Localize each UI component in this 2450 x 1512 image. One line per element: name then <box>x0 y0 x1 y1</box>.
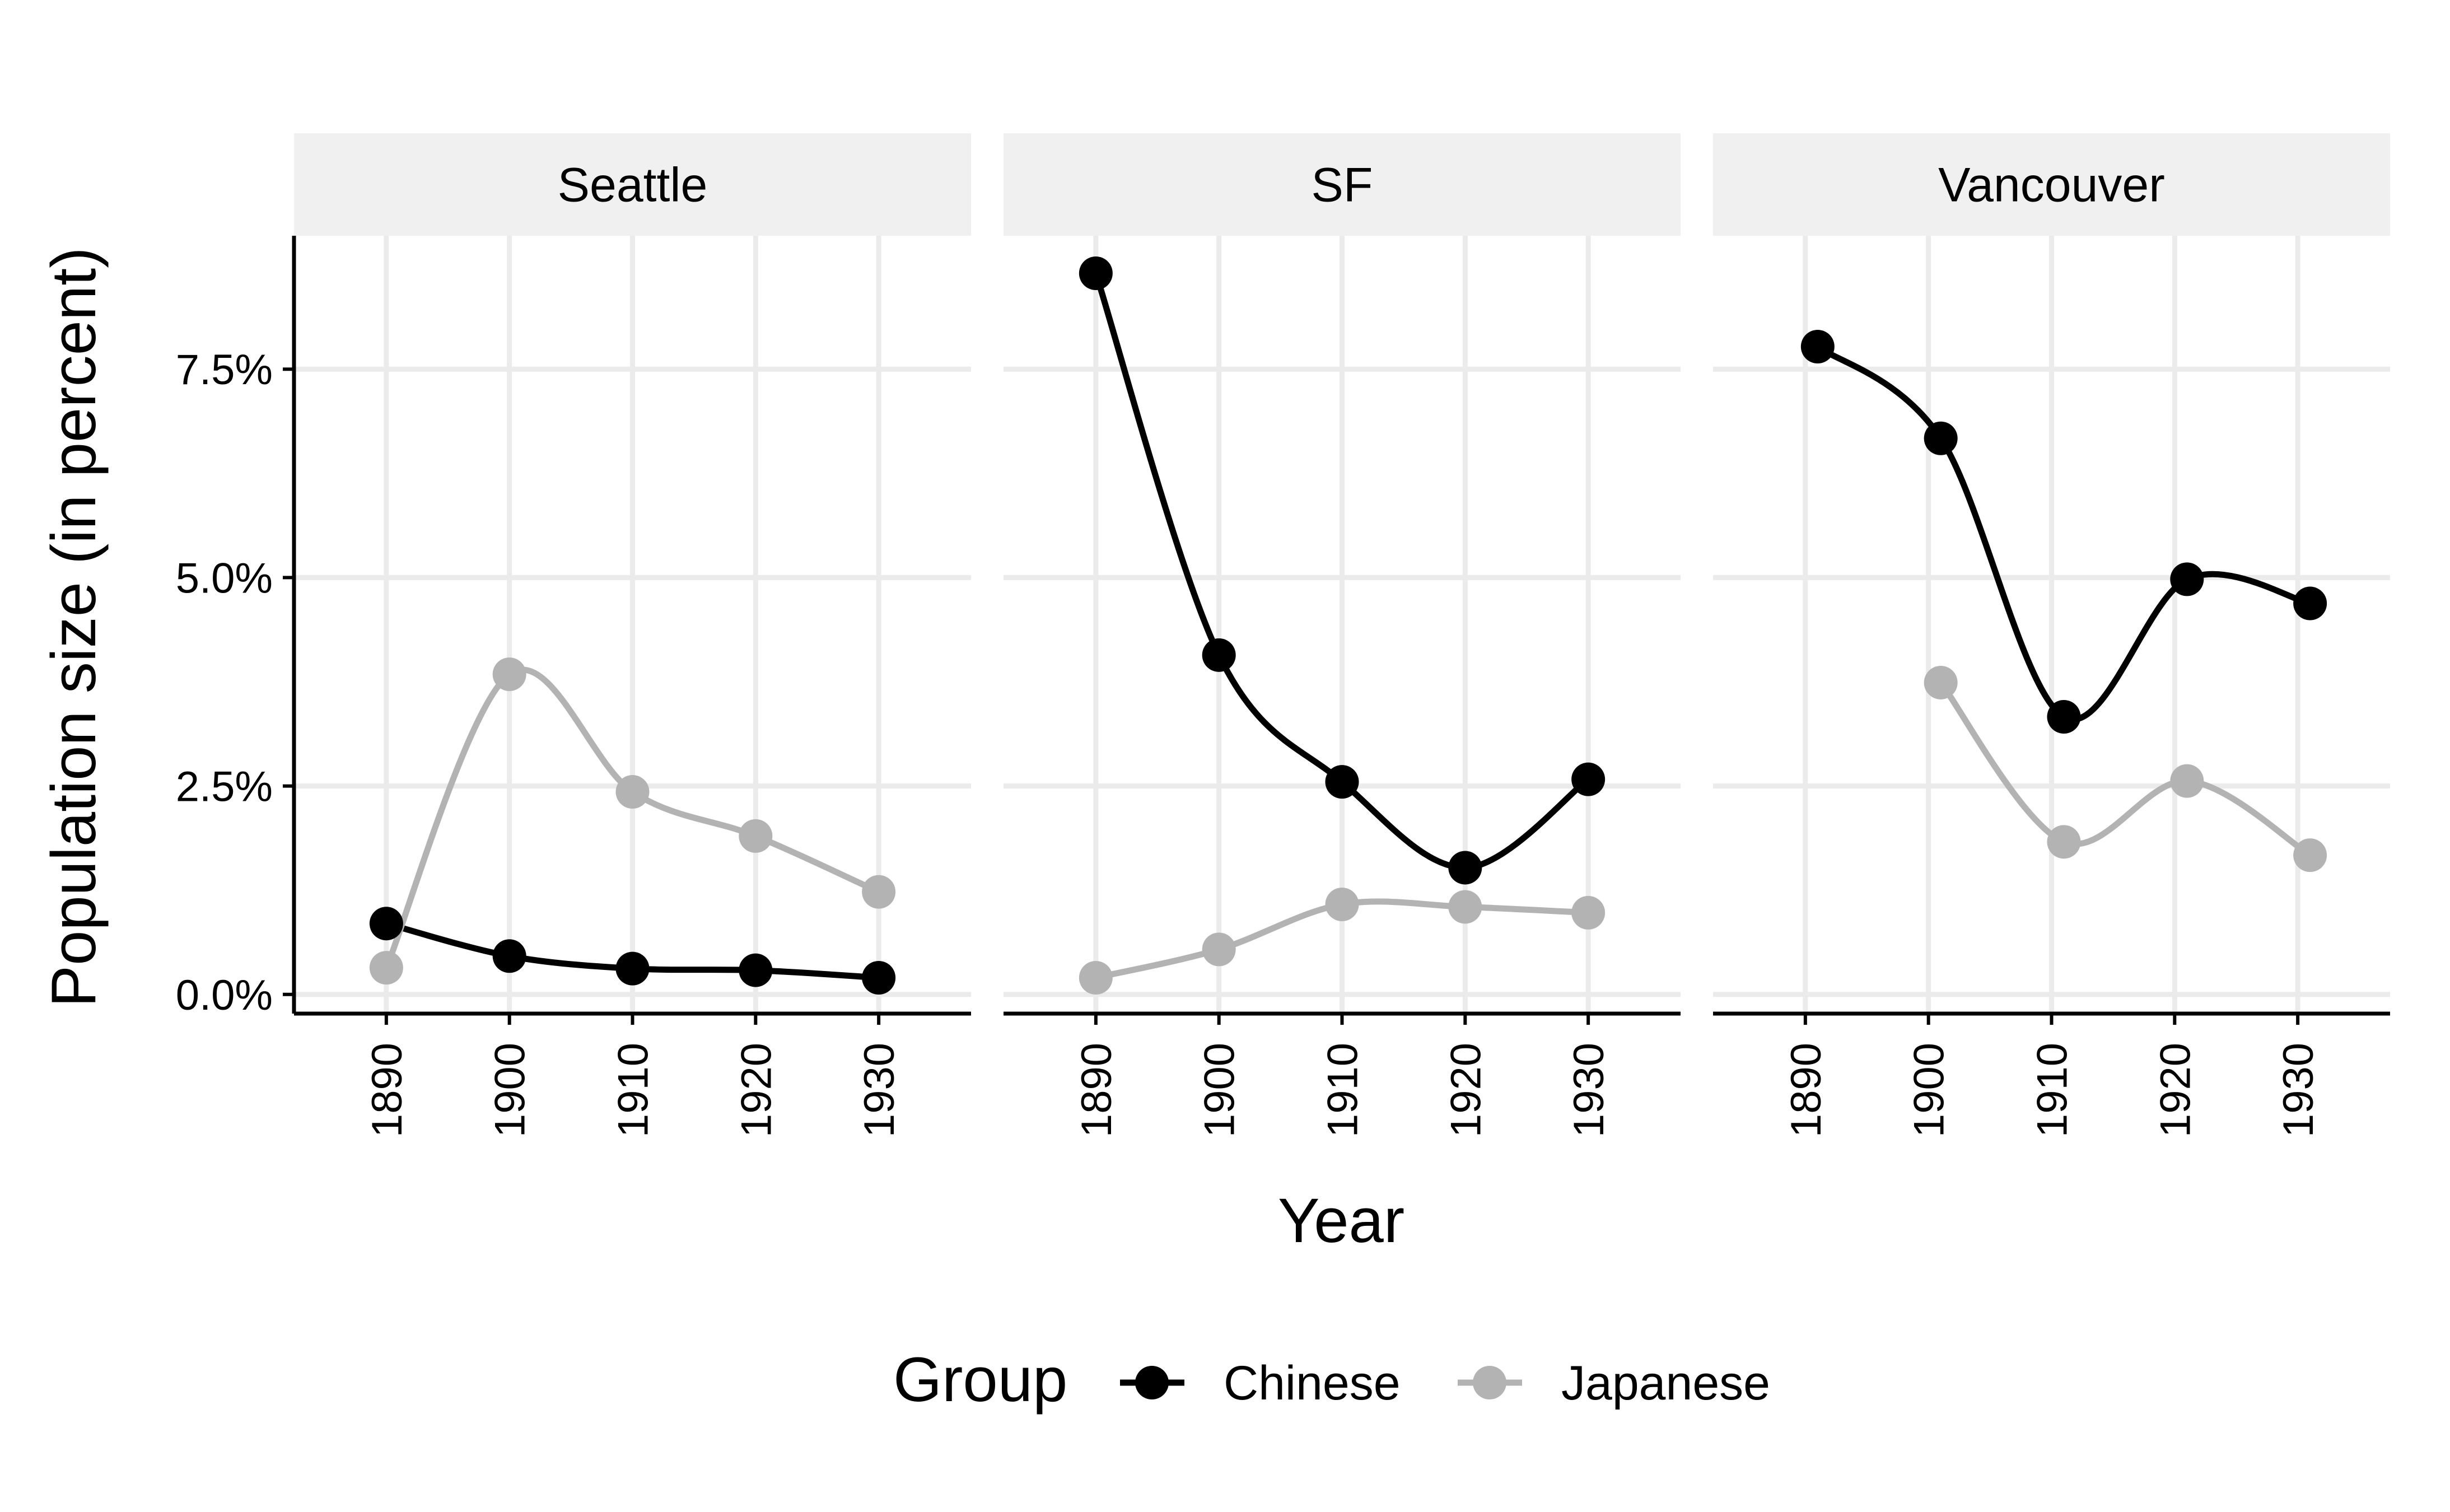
data-point-japanese <box>1924 665 1958 699</box>
panel-vancouver: Vancouver 1890 1900 1910 1920 1930 <box>1713 133 2390 1137</box>
panels-layer: Seattle 1890 1900 1910 1920 1930 0.0% 2.5% 5.0% 7… <box>176 133 2390 1137</box>
data-point-chinese <box>615 951 650 986</box>
data-point-japanese <box>492 657 526 692</box>
x-tick-label: 1890 <box>1782 1043 1830 1137</box>
data-point-chinese <box>2293 586 2327 620</box>
x-tick-label: 1910 <box>610 1043 657 1137</box>
x-tick-label: 1910 <box>1319 1043 1367 1137</box>
data-point-chinese <box>1924 421 1958 455</box>
x-tick-label: 1930 <box>856 1043 903 1137</box>
facet-strip-label: SF <box>1312 158 1373 212</box>
x-tick-label: 1920 <box>2152 1043 2199 1137</box>
x-tick-label: 1920 <box>1442 1043 1490 1137</box>
data-point-chinese <box>2170 562 2204 596</box>
legend-label-japanese: Japanese <box>1561 1356 1770 1410</box>
x-tick-label: 1920 <box>732 1043 780 1137</box>
data-point-japanese <box>1202 932 1236 967</box>
y-tick-label: 2.5% <box>176 763 273 811</box>
facet-strip <box>1004 133 1681 236</box>
data-point-japanese <box>1571 895 1606 930</box>
facet-strip <box>294 133 971 236</box>
data-point-chinese <box>2047 700 2081 734</box>
x-tick-label: 1900 <box>487 1043 534 1137</box>
data-point-japanese <box>1079 960 1113 995</box>
legend-label-chinese: Chinese <box>1224 1356 1401 1410</box>
data-point-chinese <box>1800 330 1835 364</box>
data-point-japanese <box>2170 764 2204 798</box>
data-point-chinese <box>1448 851 1482 885</box>
x-tick-label: 1890 <box>363 1043 411 1137</box>
x-tick-label: 1930 <box>1565 1043 1613 1137</box>
x-tick-label: 1890 <box>1073 1043 1121 1137</box>
series-line-chinese <box>1814 343 2313 722</box>
data-point-chinese <box>1079 256 1113 290</box>
legend-entries: Chinese Japanese <box>1120 1356 1770 1410</box>
y-tick-label: 0.0% <box>176 972 273 1019</box>
legend: Group Chinese Japanese <box>893 1345 1770 1415</box>
data-point-japanese <box>739 819 773 853</box>
facet-strip-label: Vancouver <box>1938 158 2165 212</box>
data-point-japanese <box>1325 887 1359 921</box>
series-line-japanese <box>383 666 882 971</box>
series-line-chinese <box>1093 270 1592 871</box>
data-point-chinese <box>862 960 896 995</box>
data-point-chinese <box>369 907 403 941</box>
x-tick-label: 1900 <box>1906 1043 1953 1137</box>
data-point-chinese <box>1325 765 1359 799</box>
y-axis-title: Population size (in percent) <box>39 247 109 1007</box>
series-line-japanese <box>1938 679 2313 858</box>
x-tick-label: 1930 <box>2275 1043 2322 1137</box>
legend-key-point-chinese <box>1135 1366 1169 1399</box>
data-point-japanese <box>2047 825 2081 859</box>
data-point-japanese <box>369 951 403 985</box>
legend-key-point-japanese <box>1473 1366 1506 1399</box>
x-axis-title: Year <box>1278 1186 1404 1256</box>
panel-sf: SF 1890 1900 1910 1920 1930 <box>1004 133 1681 1137</box>
y-tick-label: 7.5% <box>176 346 273 394</box>
x-tick-label: 1910 <box>2029 1043 2076 1137</box>
facet-strip-label: Seattle <box>558 158 708 212</box>
data-point-japanese <box>2293 838 2327 872</box>
data-point-chinese <box>739 953 773 987</box>
legend-title: Group <box>893 1345 1067 1415</box>
data-point-japanese <box>615 774 650 809</box>
y-tick-label: 5.0% <box>176 554 273 602</box>
data-point-chinese <box>1571 762 1606 796</box>
data-point-chinese <box>492 939 526 973</box>
panel-seattle: Seattle 1890 1900 1910 1920 1930 0.0% 2.5% 5.0% 7… <box>176 133 971 1137</box>
x-tick-label: 1900 <box>1196 1043 1244 1137</box>
data-point-japanese <box>1448 890 1482 924</box>
data-point-chinese <box>1202 638 1236 672</box>
facet-strip <box>1713 133 2390 236</box>
data-point-japanese <box>862 875 896 909</box>
